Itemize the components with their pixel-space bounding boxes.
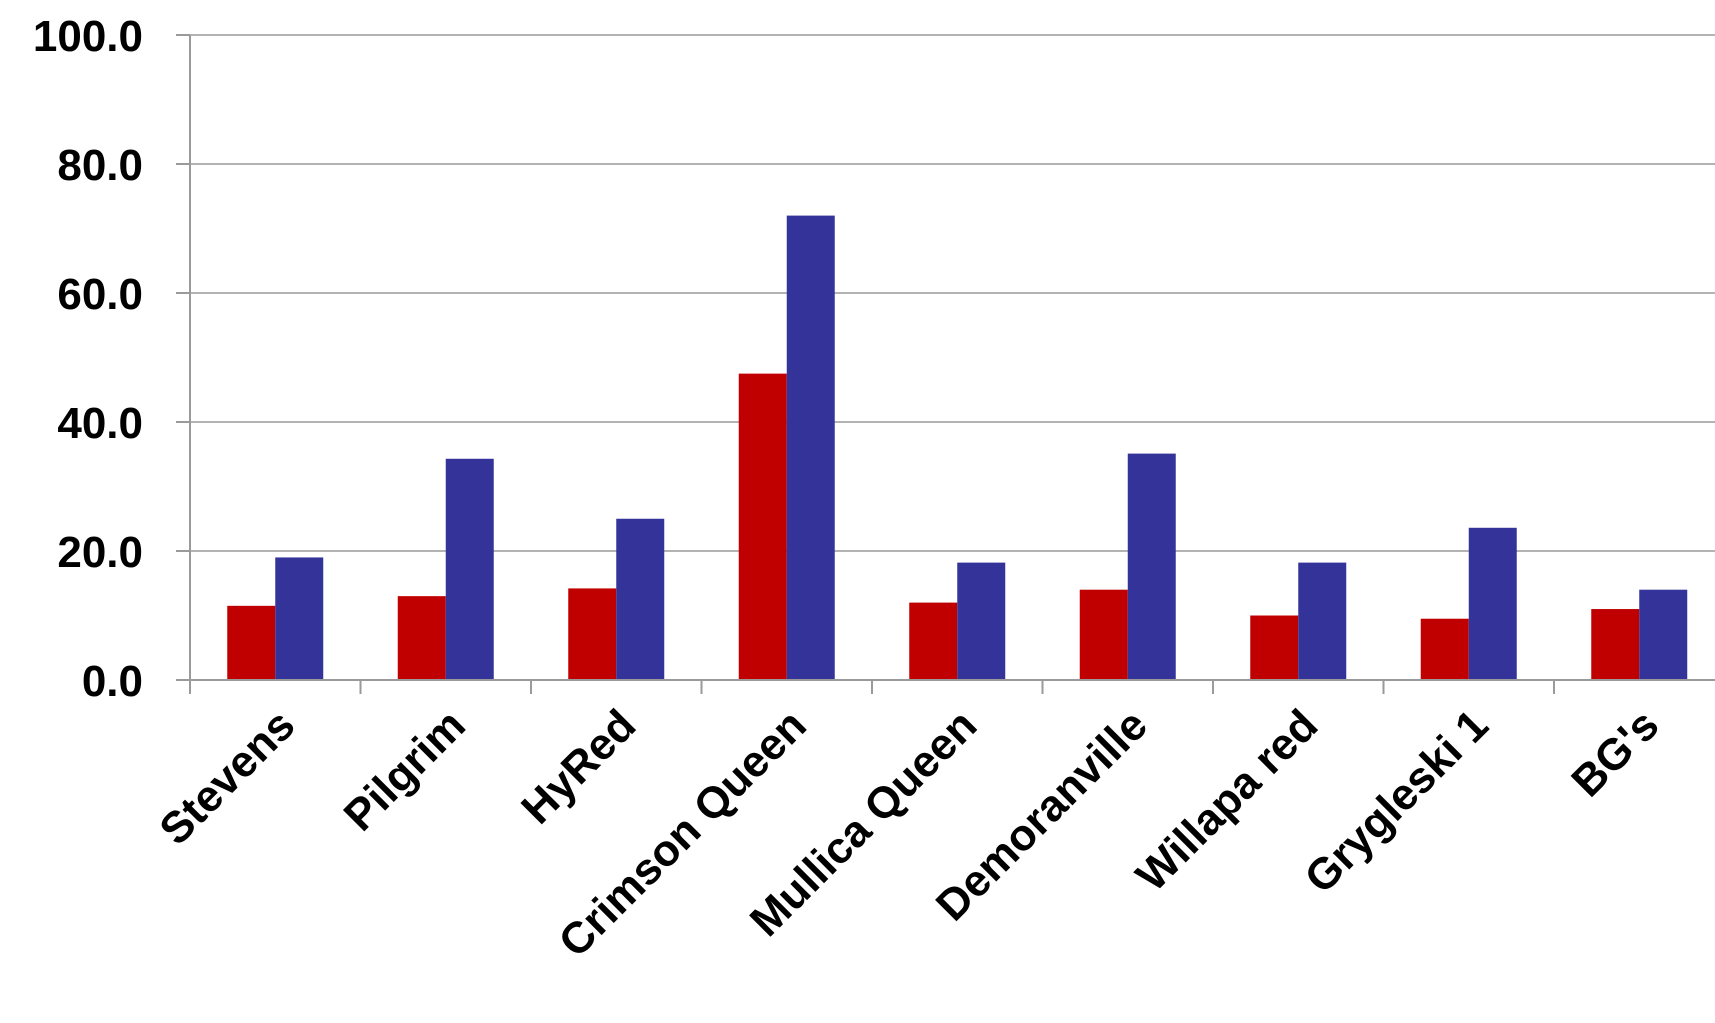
bar-series1-pilgrim <box>397 596 446 680</box>
bar-series1-crimson-queen <box>738 373 787 680</box>
bar-series2-stevens <box>275 557 324 680</box>
bar-series2-pilgrim <box>445 458 494 680</box>
x-tick-label-8: BG's <box>1562 700 1668 806</box>
x-tick-label-1: Pilgrim <box>335 700 475 840</box>
y-tick-label-2: 40.0 <box>57 399 143 448</box>
bar-series2-grygleski-1 <box>1468 527 1517 680</box>
y-tick-labels: 0.0 20.0 40.0 60.0 80.0 100.0 <box>33 12 143 706</box>
axis-layer <box>189 35 1715 694</box>
bar-series1-stevens <box>227 605 276 680</box>
y-tick-label-3: 60.0 <box>57 270 143 319</box>
y-tick-label-4: 80.0 <box>57 141 143 190</box>
x-tick-label-7: Grygleski 1 <box>1295 700 1497 902</box>
y-tick-label-0: 0.0 <box>82 657 143 706</box>
bar-series1-bg-s <box>1591 609 1640 680</box>
bar-series1-willapa-red <box>1250 615 1299 680</box>
x-tick-label-0: Stevens <box>150 700 304 854</box>
bar-series2-bg-s <box>1639 589 1688 680</box>
bar-series2-crimson-queen <box>786 215 835 680</box>
bars-layer <box>227 215 1688 680</box>
bar-series1-mullica-queen <box>909 602 958 680</box>
y-tick-label-1: 20.0 <box>57 528 143 577</box>
bar-series2-hyred <box>616 518 665 680</box>
bar-series2-demoranville <box>1127 453 1176 680</box>
bar-series1-grygleski-1 <box>1420 618 1469 680</box>
y-tick-label-5: 100.0 <box>33 12 143 61</box>
bar-series1-hyred <box>568 588 617 680</box>
bar-series2-willapa-red <box>1298 562 1347 680</box>
bar-series1-demoranville <box>1079 589 1128 680</box>
bar-series2-mullica-queen <box>957 562 1006 680</box>
grid-layer <box>176 34 1715 681</box>
x-tick-label-2: HyRed <box>512 700 645 833</box>
